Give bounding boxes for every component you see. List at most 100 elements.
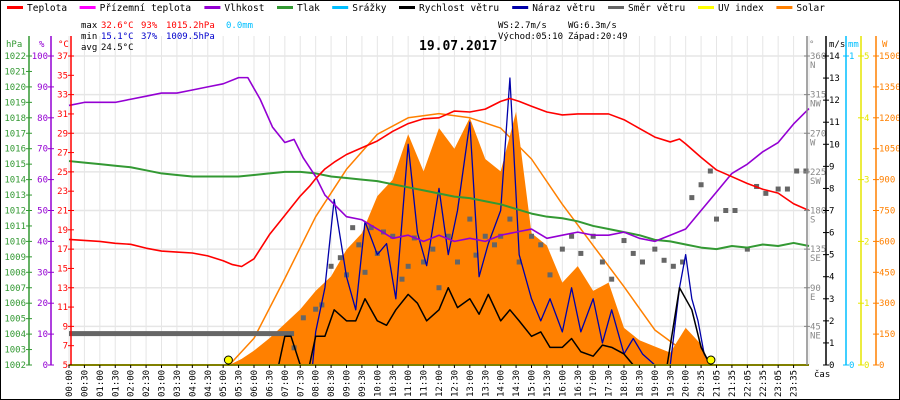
stat-rain: 0.0mm bbox=[226, 21, 253, 31]
pressure-tick-label: 1006 bbox=[4, 299, 26, 309]
x-tick-label: 22:05 bbox=[743, 370, 753, 397]
wind-direction-band bbox=[69, 331, 295, 337]
temperature-tick-label: 21 bbox=[57, 207, 68, 217]
humidity-tick-label: 90 bbox=[37, 83, 48, 93]
temperature-tick-label: 7 bbox=[63, 342, 68, 352]
x-tick-label: 07:00 bbox=[281, 370, 291, 397]
pressure-axis-unit: hPa bbox=[6, 40, 22, 50]
temperature-tick-label: 23 bbox=[57, 187, 68, 197]
direction-tick-compass: SW bbox=[810, 177, 821, 187]
temperature-tick-label: 9 bbox=[63, 322, 68, 332]
direction-tick-compass: NE bbox=[810, 331, 821, 341]
uv-tick-label: 2 bbox=[864, 237, 869, 247]
temperature-tick-label: 13 bbox=[57, 284, 68, 294]
wind-tick-label: 4 bbox=[829, 273, 834, 283]
humidity-tick-label: 0 bbox=[43, 361, 48, 371]
stat-max-humidity: 93% bbox=[141, 21, 158, 31]
rain-tick-label: 1 bbox=[849, 52, 854, 62]
legend-swatch bbox=[204, 6, 221, 9]
x-tick-label: 15:30 bbox=[543, 370, 553, 397]
direction-tick-compass: SE bbox=[810, 254, 821, 264]
pressure-tick-label: 1004 bbox=[4, 330, 26, 340]
wind-direction-point bbox=[498, 233, 504, 239]
solar-area bbox=[69, 111, 809, 366]
direction-tick-label: 180 bbox=[810, 207, 826, 217]
x-tick-label: 00:00 bbox=[65, 370, 75, 397]
wind-direction-point bbox=[599, 259, 605, 265]
wind-direction-point bbox=[436, 285, 442, 291]
wind-direction-point bbox=[356, 242, 362, 248]
x-tick-label: 15:00 bbox=[528, 370, 538, 397]
x-tick-label: 21:35 bbox=[728, 370, 738, 397]
wind-tick-label: 14 bbox=[829, 52, 840, 62]
wind-direction-point bbox=[763, 190, 769, 196]
wind-direction-point bbox=[698, 182, 704, 188]
wind-direction-point bbox=[661, 257, 667, 263]
x-tick-label: 02:00 bbox=[127, 370, 137, 397]
solar-tick-label: 300 bbox=[879, 299, 895, 309]
x-tick-label: 11:30 bbox=[420, 370, 430, 397]
x-tick-label: 12:00 bbox=[435, 370, 445, 397]
wind-direction-point bbox=[689, 195, 695, 201]
humidity-tick-label: 70 bbox=[37, 145, 48, 155]
x-tick-label: 02:30 bbox=[142, 370, 152, 397]
temperature-tick-label: 25 bbox=[57, 168, 68, 178]
wind-direction-point bbox=[732, 208, 738, 213]
direction-tick-label: 270 bbox=[810, 129, 826, 139]
wind-direction-point bbox=[482, 233, 488, 239]
wind-direction-point bbox=[492, 242, 497, 248]
x-tick-label: 17:00 bbox=[589, 370, 599, 397]
solar-tick-label: 900 bbox=[879, 176, 895, 186]
x-tick-label: 20:35 bbox=[697, 370, 707, 397]
pressure-tick-label: 1012 bbox=[4, 207, 26, 217]
wind-direction-point bbox=[680, 259, 686, 265]
wind-tick-label: 12 bbox=[829, 96, 840, 106]
direction-tick-label: 90 bbox=[810, 284, 821, 294]
wind-direction-point bbox=[578, 250, 584, 256]
wind-axis-unit: m/s bbox=[829, 40, 845, 50]
x-tick-label: 21:05 bbox=[713, 370, 723, 397]
humidity-tick-label: 60 bbox=[37, 176, 48, 186]
pressure-tick-label: 1019 bbox=[4, 98, 26, 108]
temperature-tick-label: 19 bbox=[57, 226, 68, 236]
x-tick-label: 14:30 bbox=[512, 370, 522, 397]
wind-direction-point bbox=[529, 233, 534, 239]
wind-direction-point bbox=[707, 168, 713, 174]
wind-direction-point bbox=[630, 250, 636, 256]
wind-tick-label: 6 bbox=[829, 229, 834, 239]
stat-max-pressure: 1015.2hPa bbox=[166, 21, 215, 31]
wind-direction-point bbox=[455, 259, 460, 265]
pressure-tick-label: 1009 bbox=[4, 253, 26, 263]
wind-direction-point bbox=[405, 263, 411, 269]
pressure-tick-label: 1010 bbox=[4, 237, 26, 247]
legend-swatch bbox=[698, 6, 714, 9]
solar-axis-unit: W bbox=[882, 40, 888, 50]
solar-tick-label: 150 bbox=[879, 330, 895, 340]
wind-tick-label: 13 bbox=[829, 74, 840, 84]
legend-swatch bbox=[7, 6, 23, 9]
pressure-tick-label: 1021 bbox=[4, 67, 26, 77]
x-tick-label: 23:35 bbox=[790, 370, 800, 397]
legend-label: Směr větru bbox=[628, 3, 685, 14]
wind-direction-point bbox=[538, 242, 544, 248]
wind-direction-point bbox=[467, 216, 473, 222]
x-tick-label: 04:00 bbox=[188, 370, 198, 397]
x-tick-label: 18:00 bbox=[620, 370, 630, 397]
solar-tick-label: 750 bbox=[879, 207, 895, 217]
solar-tick-label: 0 bbox=[879, 361, 884, 371]
x-tick-label: 06:30 bbox=[265, 370, 275, 397]
direction-tick-label: 135 bbox=[810, 245, 826, 255]
wind-direction-point bbox=[723, 208, 729, 213]
solar-tick-label: 1050 bbox=[879, 145, 900, 155]
legend-label: Srážky bbox=[352, 3, 387, 14]
solar-tick-label: 1350 bbox=[879, 83, 900, 93]
wind-direction-point bbox=[300, 315, 306, 321]
x-tick-label: 08:30 bbox=[327, 370, 337, 397]
humidity-tick-label: 30 bbox=[37, 268, 48, 278]
stat-sunrise: Východ:05:10 bbox=[498, 32, 563, 42]
stat-min-label: min bbox=[81, 32, 97, 42]
wind-tick-label: 2 bbox=[829, 317, 834, 327]
pressure-line bbox=[68, 160, 810, 251]
direction-tick-compass: E bbox=[810, 293, 815, 303]
